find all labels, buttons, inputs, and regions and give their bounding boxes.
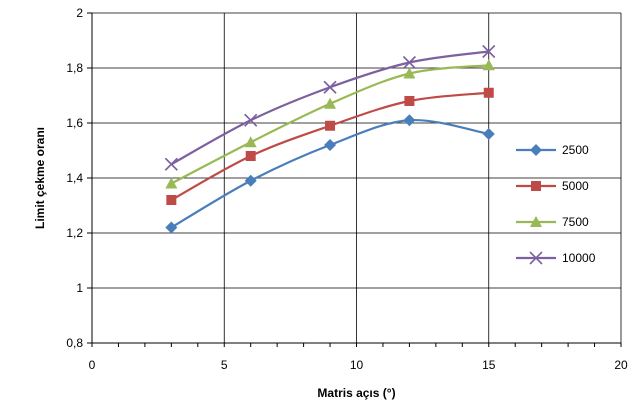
data-point (324, 97, 337, 109)
data-point (244, 174, 257, 187)
data-point (402, 55, 416, 70)
marker-stroke (482, 44, 496, 59)
y-tick-label: 2 (76, 6, 83, 20)
marker-stroke (402, 55, 416, 70)
series-2500 (165, 114, 495, 234)
x-tick-labels: 0 5 10 15 20 (89, 358, 628, 372)
legend-marker (529, 251, 543, 265)
data-point (325, 120, 336, 131)
data-point (482, 128, 495, 140)
data-point (244, 136, 257, 148)
data-point (323, 80, 337, 94)
legend-item: 10000 (516, 251, 596, 265)
x-tick-label: 0 (89, 358, 96, 372)
x-tick-label: 20 (614, 358, 628, 372)
data-point (403, 114, 416, 127)
y-tick-label: 1,2 (66, 226, 83, 240)
x-tick-label: 10 (350, 358, 364, 372)
y-tick-label: 0,8 (66, 336, 83, 350)
legend: 2500 5000 7500 10000 (516, 143, 596, 265)
legend-label: 5000 (562, 179, 589, 193)
data-point (165, 221, 178, 234)
x-tick-label: 5 (221, 358, 228, 372)
y-tick-label: 1,6 (66, 116, 83, 130)
data-point (404, 96, 415, 106)
data-point (324, 139, 337, 151)
y-axis-title: Limit çekme oranı (33, 127, 47, 229)
y-tick-label: 1,8 (66, 61, 83, 75)
legend-marker (530, 144, 542, 156)
legend-item: 2500 (516, 143, 589, 157)
legend-marker (531, 181, 541, 191)
y-tick-label: 1 (76, 281, 83, 295)
x-tick-label: 15 (482, 358, 496, 372)
legend-marker (530, 216, 542, 227)
series-group (164, 44, 496, 234)
y-tick-labels: 0,8 1 1,2 1,4 1,6 1,8 2 (66, 6, 83, 350)
series-5000 (166, 87, 494, 205)
series-7500 (165, 59, 495, 189)
marker-stroke (323, 80, 337, 94)
data-point (245, 151, 256, 161)
data-point (482, 44, 496, 59)
legend-label: 10000 (562, 251, 596, 265)
axes (87, 12, 622, 347)
legend-item: 7500 (516, 215, 589, 229)
x-axis-title: Matris açıs (°) (317, 386, 395, 400)
legend-label: 2500 (562, 143, 589, 157)
data-point (482, 59, 495, 71)
marker-stroke (164, 157, 178, 171)
data-point (164, 157, 178, 171)
data-point (165, 177, 178, 189)
data-point (166, 195, 177, 205)
data-point (403, 67, 416, 79)
data-point (244, 113, 258, 127)
data-point (483, 87, 494, 98)
y-tick-label: 1,4 (66, 171, 83, 185)
legend-label: 7500 (562, 215, 589, 229)
legend-item: 5000 (516, 179, 589, 193)
marker-stroke (529, 251, 543, 265)
series-10000 (164, 44, 496, 171)
marker-stroke (244, 113, 258, 127)
